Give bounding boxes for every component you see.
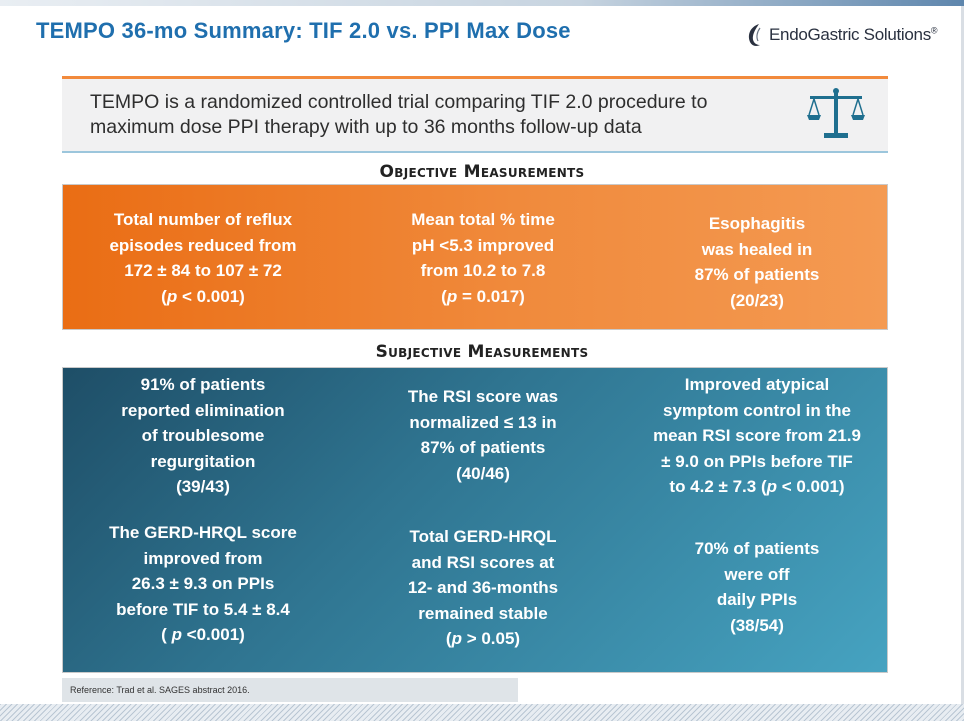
subjective-cell-scores-stable: Total GERD-HRQL and RSI scores at 12- an… (407, 527, 559, 648)
top-rule (0, 0, 964, 6)
objective-heading: Objective Measurements (379, 162, 585, 182)
objective-panel: Total number of reflux episodes reduced … (62, 184, 888, 330)
intro-line-2: maximum dose PPI therapy with up to 36 m… (90, 116, 642, 138)
subjective-cell-rsi-normalized: The RSI score was normalized ≤ 13 in 87%… (407, 387, 559, 483)
objective-cell-esophagitis: Esophagitis was healed in 87% of patient… (694, 214, 820, 310)
objective-cell-ph-time: Mean total % time pH <5.3 improved from … (411, 210, 555, 306)
company-logo: EndoGastric Solutions® (744, 22, 938, 48)
logo-text: EndoGastric Solutions® (769, 25, 938, 44)
balance-scale-icon (807, 88, 865, 138)
bottom-hatch (0, 704, 964, 721)
endogastric-swirl-icon (748, 24, 761, 46)
subjective-cell-gerd-hrql: The GERD-HRQL score improved from 26.3 ±… (109, 523, 297, 644)
intro-line-1: TEMPO is a randomized controlled trial c… (90, 91, 708, 113)
objective-cell-reflux-episodes: Total number of reflux episodes reduced … (109, 210, 297, 306)
subjective-cell-regurgitation: 91% of patients reported elimination of … (121, 375, 285, 496)
subjective-cell-atypical-symptoms: Improved atypical symptom control in the… (653, 375, 861, 496)
reference-note: Reference: Trad et al. SAGES abstract 20… (62, 678, 518, 702)
right-rule (961, 6, 964, 706)
intro-box: TEMPO is a randomized controlled trial c… (62, 76, 888, 153)
slide-title: TEMPO 36-mo Summary: TIF 2.0 vs. PPI Max… (36, 18, 571, 43)
subjective-panel: 91% of patients reported elimination of … (62, 367, 888, 673)
subjective-cell-off-ppis: 70% of patients were off daily PPIs (38/… (694, 539, 820, 635)
intro-text: TEMPO is a randomized controlled trial c… (90, 90, 790, 140)
subjective-heading: Subjective Measurements (375, 342, 589, 362)
